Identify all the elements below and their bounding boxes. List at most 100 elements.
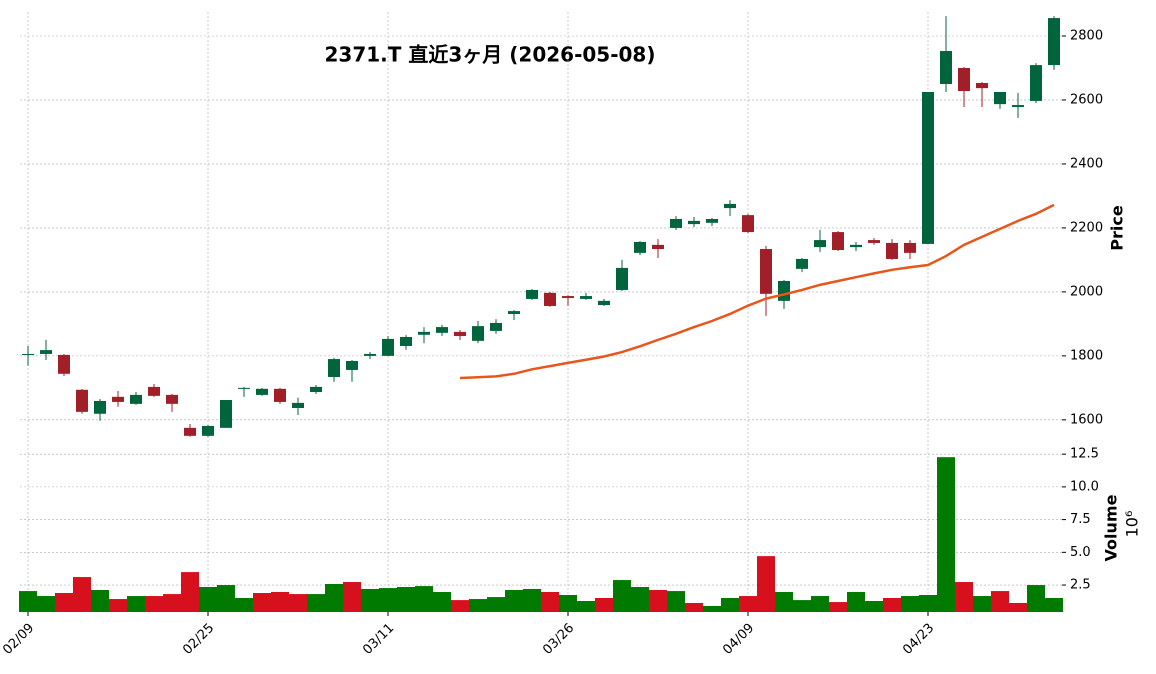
volume-bar bbox=[721, 597, 739, 612]
volume-bar bbox=[1045, 597, 1063, 612]
volume-bar bbox=[595, 597, 613, 612]
volume-bar bbox=[1009, 602, 1027, 612]
candle-body bbox=[1030, 65, 1042, 101]
volume-bar bbox=[145, 596, 163, 612]
candle-body bbox=[508, 311, 520, 314]
volume-bar bbox=[91, 590, 109, 612]
volume-bar bbox=[577, 601, 595, 612]
candle-body bbox=[796, 258, 808, 269]
volume-bar bbox=[469, 599, 487, 612]
volume-bar bbox=[775, 591, 793, 612]
volume-bar bbox=[37, 596, 55, 612]
candle-body bbox=[364, 353, 376, 356]
candle-body bbox=[166, 394, 178, 404]
y-tick-label: 2200 bbox=[1070, 220, 1103, 235]
volume-bar bbox=[271, 591, 289, 612]
volume-bar bbox=[667, 591, 685, 612]
x-tick-label: 03/26 bbox=[540, 621, 577, 658]
volume-bar bbox=[685, 602, 703, 612]
candle-body bbox=[598, 300, 610, 306]
candle-body bbox=[238, 387, 250, 389]
y2-tick-label: 5.0 bbox=[1070, 545, 1091, 560]
volume-bar bbox=[235, 597, 253, 612]
candle-body bbox=[472, 326, 484, 341]
candle-body bbox=[814, 240, 826, 248]
candle-body bbox=[778, 281, 790, 301]
chart-title: 2371.T 直近3ヶ月 (2026-05-08) bbox=[325, 43, 656, 67]
volume-bar bbox=[109, 599, 127, 612]
volume-bar bbox=[73, 577, 91, 612]
volume-bar bbox=[181, 572, 199, 612]
candle-body bbox=[994, 91, 1006, 105]
candle-body bbox=[706, 218, 718, 223]
volume-bar bbox=[811, 596, 829, 612]
volume-bar bbox=[955, 582, 973, 612]
volume-bar bbox=[901, 596, 919, 612]
candle-body bbox=[22, 353, 34, 355]
candle-body bbox=[652, 244, 664, 250]
candle-body bbox=[832, 232, 844, 250]
volume-bar bbox=[991, 591, 1009, 612]
candle-body bbox=[58, 354, 70, 374]
volume-bar bbox=[829, 602, 847, 612]
volume-axis-label: Volume bbox=[1102, 494, 1121, 561]
candle-body bbox=[148, 386, 160, 396]
volume-bar bbox=[289, 594, 307, 612]
volume-bar bbox=[613, 580, 631, 612]
x-tick-label: 02/25 bbox=[180, 621, 217, 658]
candle-body bbox=[886, 242, 898, 259]
volume-bar bbox=[793, 600, 811, 612]
y2-tick-label: 10.0 bbox=[1070, 479, 1099, 494]
volume-bar bbox=[847, 591, 865, 612]
candle-body bbox=[670, 218, 682, 228]
candle-body bbox=[760, 249, 772, 294]
volume-bar bbox=[505, 590, 523, 612]
volume-bar bbox=[937, 457, 955, 612]
moving-average bbox=[459, 203, 1055, 380]
candle-body bbox=[526, 289, 538, 299]
volume-bar bbox=[199, 587, 217, 612]
x-tick-label: 02/09 bbox=[0, 621, 37, 658]
volume-bar bbox=[631, 587, 649, 612]
candle-body bbox=[310, 386, 322, 393]
candle-body bbox=[616, 267, 628, 290]
candle-body bbox=[328, 359, 340, 377]
volume-bar bbox=[919, 594, 937, 612]
candle-body bbox=[130, 394, 142, 404]
candle-body bbox=[922, 91, 934, 244]
candle-body bbox=[940, 51, 952, 84]
volume-bar bbox=[361, 588, 379, 612]
volume-bar bbox=[973, 596, 991, 612]
volume-bar bbox=[127, 596, 145, 612]
volume-bar bbox=[559, 594, 577, 612]
volume-bar bbox=[163, 594, 181, 612]
volume-bar bbox=[307, 594, 325, 612]
candle-body bbox=[76, 389, 88, 412]
candle-body bbox=[742, 215, 754, 233]
candle-body bbox=[724, 203, 736, 209]
candle-body bbox=[346, 360, 358, 370]
candle-body bbox=[40, 350, 52, 354]
candle-body bbox=[94, 400, 106, 414]
candle-body bbox=[850, 244, 862, 248]
volume-bar bbox=[541, 591, 559, 612]
y-axis-label: Price bbox=[1108, 205, 1127, 251]
candle-body bbox=[382, 338, 394, 356]
candle-body bbox=[562, 296, 574, 298]
volume-bar bbox=[217, 585, 235, 612]
candle-body bbox=[868, 240, 880, 243]
candle-body bbox=[904, 242, 916, 253]
candle-body bbox=[274, 388, 286, 402]
candle-body bbox=[436, 327, 448, 333]
candle-body bbox=[256, 388, 268, 395]
volume-bar bbox=[523, 588, 541, 612]
candle-body bbox=[184, 427, 196, 436]
y-tick-label: 1800 bbox=[1070, 348, 1103, 363]
volume-bar bbox=[865, 601, 883, 612]
candle-body bbox=[634, 241, 646, 253]
candle-body bbox=[1012, 105, 1024, 108]
y-tick-label: 2000 bbox=[1070, 284, 1103, 299]
candle-body bbox=[400, 336, 412, 346]
volume-bar bbox=[415, 586, 433, 612]
